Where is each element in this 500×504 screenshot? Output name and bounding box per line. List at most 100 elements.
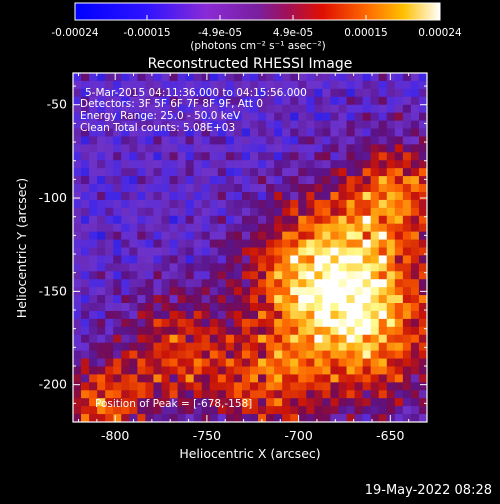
heatmap-cell xyxy=(121,358,130,368)
heatmap-cell xyxy=(113,334,122,344)
heatmap-cell xyxy=(161,334,171,344)
heatmap-cell xyxy=(137,120,147,130)
heatmap-cell xyxy=(113,136,122,145)
heatmap-cell xyxy=(241,120,251,130)
heatmap-cell xyxy=(153,382,163,391)
heatmap-cell xyxy=(410,152,420,161)
heatmap-cell xyxy=(354,374,364,383)
heatmap-cell xyxy=(306,144,315,153)
heatmap-cell xyxy=(73,374,82,383)
heatmap-cell xyxy=(129,279,138,288)
heatmap-cell xyxy=(314,112,324,122)
heatmap-cell xyxy=(338,247,348,257)
heatmap-cell xyxy=(418,255,427,264)
heatmap-cell xyxy=(418,80,427,90)
heatmap-cell xyxy=(322,279,332,288)
heatmap-cell xyxy=(298,168,307,177)
heatmap-cell xyxy=(306,334,315,344)
heatmap-cell xyxy=(362,239,372,249)
heatmap-cell xyxy=(362,120,372,130)
heatmap-cell xyxy=(145,223,155,233)
heatmap-cell xyxy=(346,191,356,201)
heatmap-cell xyxy=(81,144,90,153)
heatmap-cell xyxy=(177,136,187,145)
heatmap-cell xyxy=(137,287,147,296)
heatmap-cell xyxy=(338,318,348,328)
heatmap-cell xyxy=(306,342,315,352)
heatmap-cell xyxy=(258,287,267,296)
heatmap-cell xyxy=(282,390,291,399)
heatmap-cell xyxy=(258,152,267,161)
heatmap-cell xyxy=(322,350,332,360)
heatmap-cell xyxy=(81,390,90,399)
heatmap-cell xyxy=(81,271,90,280)
heatmap-cell xyxy=(386,366,396,376)
heatmap-cell xyxy=(209,239,219,249)
heatmap-cell xyxy=(97,80,106,90)
heatmap-cell xyxy=(354,112,364,122)
heatmap-cell xyxy=(153,191,163,201)
heatmap-cell xyxy=(201,112,211,122)
heatmap-cell xyxy=(386,176,396,185)
heatmap-cell xyxy=(282,231,291,241)
heatmap-cell xyxy=(169,366,179,376)
heatmap-cell xyxy=(402,358,412,368)
heatmap-cell xyxy=(217,287,227,296)
heatmap-cell xyxy=(209,287,219,296)
heatmap-cell xyxy=(193,144,203,153)
heatmap-cell xyxy=(370,358,380,368)
heatmap-cell xyxy=(169,231,179,241)
heatmap-cell xyxy=(89,287,98,296)
heatmap-cell xyxy=(73,414,82,422)
heatmap-cell xyxy=(250,199,259,209)
heatmap-cell xyxy=(105,104,114,114)
y-axis-label: Heliocentric Y (arcsec) xyxy=(14,178,29,318)
heatmap-cell xyxy=(129,406,138,415)
heatmap-cell xyxy=(217,160,227,169)
heatmap-cell xyxy=(193,136,203,145)
heatmap-cell xyxy=(306,287,315,296)
heatmap-cell xyxy=(282,73,291,82)
heatmap-cell xyxy=(402,80,412,90)
heatmap-cell xyxy=(394,168,404,177)
heatmap-cell xyxy=(402,398,412,407)
heatmap-cell xyxy=(177,398,187,407)
heatmap-cell xyxy=(410,398,420,407)
heatmap-cell xyxy=(266,176,275,185)
heatmap-cell xyxy=(137,318,147,328)
heatmap-cell xyxy=(346,406,356,415)
heatmap-cell xyxy=(298,350,307,360)
heatmap-cell xyxy=(418,318,427,328)
heatmap-cell xyxy=(354,160,364,169)
heatmap-cell xyxy=(346,358,356,368)
heatmap-cell xyxy=(105,199,114,209)
heatmap-cell xyxy=(193,184,203,193)
heatmap-cell xyxy=(370,184,380,193)
heatmap-cell xyxy=(282,207,291,217)
heatmap-cell xyxy=(274,326,283,336)
heatmap-cell xyxy=(241,334,251,344)
heatmap-cell xyxy=(394,382,404,391)
heatmap-cell xyxy=(282,271,291,280)
heatmap-cell xyxy=(129,247,138,257)
heatmap-cell xyxy=(161,279,171,288)
heatmap-cell xyxy=(346,287,356,296)
heatmap-cell xyxy=(73,231,82,241)
heatmap-cell xyxy=(370,136,380,145)
heatmap-cell xyxy=(362,73,372,82)
heatmap-cell xyxy=(177,318,187,328)
heatmap-cell xyxy=(410,287,420,296)
heatmap-cell xyxy=(370,390,380,399)
heatmap-cell xyxy=(322,112,332,122)
heatmap-cell xyxy=(105,303,114,312)
heatmap-cell xyxy=(113,318,122,328)
heatmap-cell xyxy=(137,358,147,368)
heatmap-cell xyxy=(362,358,372,368)
heatmap-cell xyxy=(185,295,195,304)
heatmap-cell xyxy=(121,239,130,249)
heatmap-cell xyxy=(145,342,155,352)
heatmap-cell xyxy=(282,279,291,288)
heatmap-cell xyxy=(266,128,275,138)
heatmap-cell xyxy=(169,215,179,225)
heatmap-cell xyxy=(209,398,219,407)
